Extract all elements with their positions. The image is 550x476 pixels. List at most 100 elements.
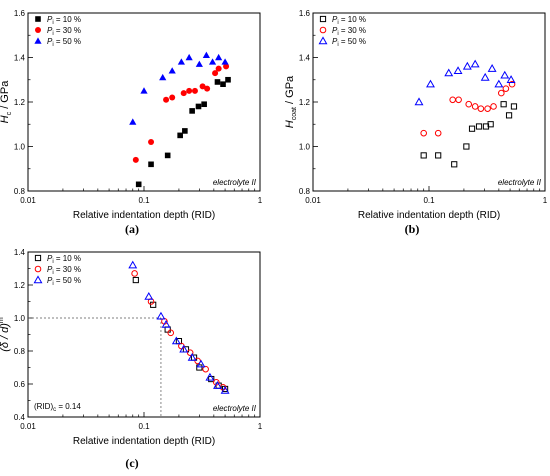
data-point (468, 125, 476, 132)
data-point (214, 79, 221, 85)
data-point (163, 96, 170, 103)
data-point (195, 60, 203, 67)
legend-entry: Pi = 30 % (47, 26, 81, 37)
y-tick-label: 0.6 (14, 380, 26, 389)
data-point (177, 58, 185, 65)
data-point (451, 161, 458, 168)
annotation-electrolyte: electrolyte II (213, 404, 257, 413)
x-tick-label: 0.1 (138, 196, 150, 205)
data-point (462, 61, 472, 70)
y-tick-label: 0.8 (14, 187, 26, 196)
series-3 (128, 260, 230, 394)
data-point (455, 96, 462, 104)
data-point (186, 349, 194, 356)
data-point (208, 58, 217, 65)
data-point (225, 76, 231, 83)
x-tick-label: 0.01 (20, 422, 36, 431)
data-point (414, 97, 424, 106)
legend-entry: Pi = 50 % (47, 276, 81, 287)
data-point (129, 118, 137, 125)
data-point (223, 63, 230, 70)
data-point (420, 152, 427, 159)
y-tick-label: 1.0 (299, 143, 311, 152)
y-tick-label: 1.2 (299, 98, 311, 107)
data-point (215, 53, 223, 61)
data-point (463, 143, 470, 150)
x-axis-label: Relative indentation depth (RID) (73, 210, 215, 221)
x-axis-label: Relative indentation depth (RID) (73, 436, 215, 447)
data-point (131, 270, 138, 277)
legend-marker (33, 275, 43, 284)
data-point (202, 365, 209, 373)
data-point (213, 381, 222, 389)
y-tick-label: 0.4 (14, 413, 26, 422)
data-point (148, 139, 155, 146)
data-point (156, 311, 166, 320)
y-axis-label: (δ / d)m (0, 317, 11, 352)
data-point (434, 129, 442, 137)
data-point (161, 319, 171, 328)
data-point (171, 336, 181, 345)
data-point (196, 364, 203, 371)
legend-entry: Pi = 30 % (332, 26, 366, 37)
data-point (487, 64, 497, 72)
data-point (187, 352, 197, 361)
data-point (420, 129, 427, 137)
data-point (487, 121, 494, 128)
y-tick-label: 1.4 (299, 54, 311, 63)
legend-marker (34, 254, 42, 262)
panel-label: (b) (405, 222, 420, 236)
data-point (182, 128, 188, 134)
data-point (510, 103, 518, 110)
annotation-electrolyte: electrolyte II (498, 178, 542, 187)
data-point (435, 152, 442, 159)
x-tick-label: 1 (258, 422, 263, 431)
data-point (148, 161, 154, 168)
data-point (168, 67, 176, 74)
data-point (150, 301, 157, 308)
data-point (212, 70, 219, 77)
y-tick-label: 0.8 (299, 187, 311, 196)
panel-label: (a) (125, 222, 139, 236)
data-point (220, 81, 226, 87)
data-point (189, 108, 195, 114)
x-tick-label: 1 (258, 196, 263, 205)
x-tick-label: 1 (543, 196, 548, 205)
data-point (179, 344, 189, 353)
y-tick-label: 1.2 (14, 281, 26, 290)
data-point (497, 89, 505, 97)
data-point (132, 156, 139, 163)
data-point (169, 94, 176, 101)
data-point (453, 66, 463, 75)
data-point (191, 87, 198, 94)
data-point (205, 372, 215, 381)
x-tick-label: 0.1 (423, 196, 435, 205)
data-point (470, 59, 480, 68)
y-tick-label: 1.0 (14, 143, 26, 152)
data-point (186, 87, 193, 94)
data-point (196, 359, 206, 368)
reference-label: (RID)c = 0.14 (34, 402, 81, 413)
data-point (180, 90, 187, 97)
panel-label: (c) (125, 456, 138, 470)
series-2 (420, 80, 516, 137)
x-tick-label: 0.1 (138, 422, 150, 431)
data-point (167, 329, 175, 337)
data-point (140, 87, 148, 94)
panel-2: 0.01 0.1 1 0.8 1.0 1.2 1.4 1.6 Relative indentat… (284, 9, 548, 236)
data-point (480, 72, 490, 81)
data-point (204, 85, 211, 92)
legend-marker (318, 36, 328, 45)
y-tick-label: 1.2 (14, 98, 26, 107)
data-point (506, 75, 516, 83)
y-axis-label: Hcoat / GPa (284, 75, 298, 128)
panel-1: 0.01 0.1 1 0.8 1.0 1.2 1.4 1.6 Relative indentat… (0, 9, 263, 236)
series-1 (420, 101, 518, 168)
data-point (144, 291, 154, 300)
data-point (135, 181, 142, 188)
data-point (508, 80, 516, 88)
y-axis-label: Hc / GPa (0, 80, 13, 124)
data-point (471, 103, 479, 110)
data-point (465, 100, 473, 108)
